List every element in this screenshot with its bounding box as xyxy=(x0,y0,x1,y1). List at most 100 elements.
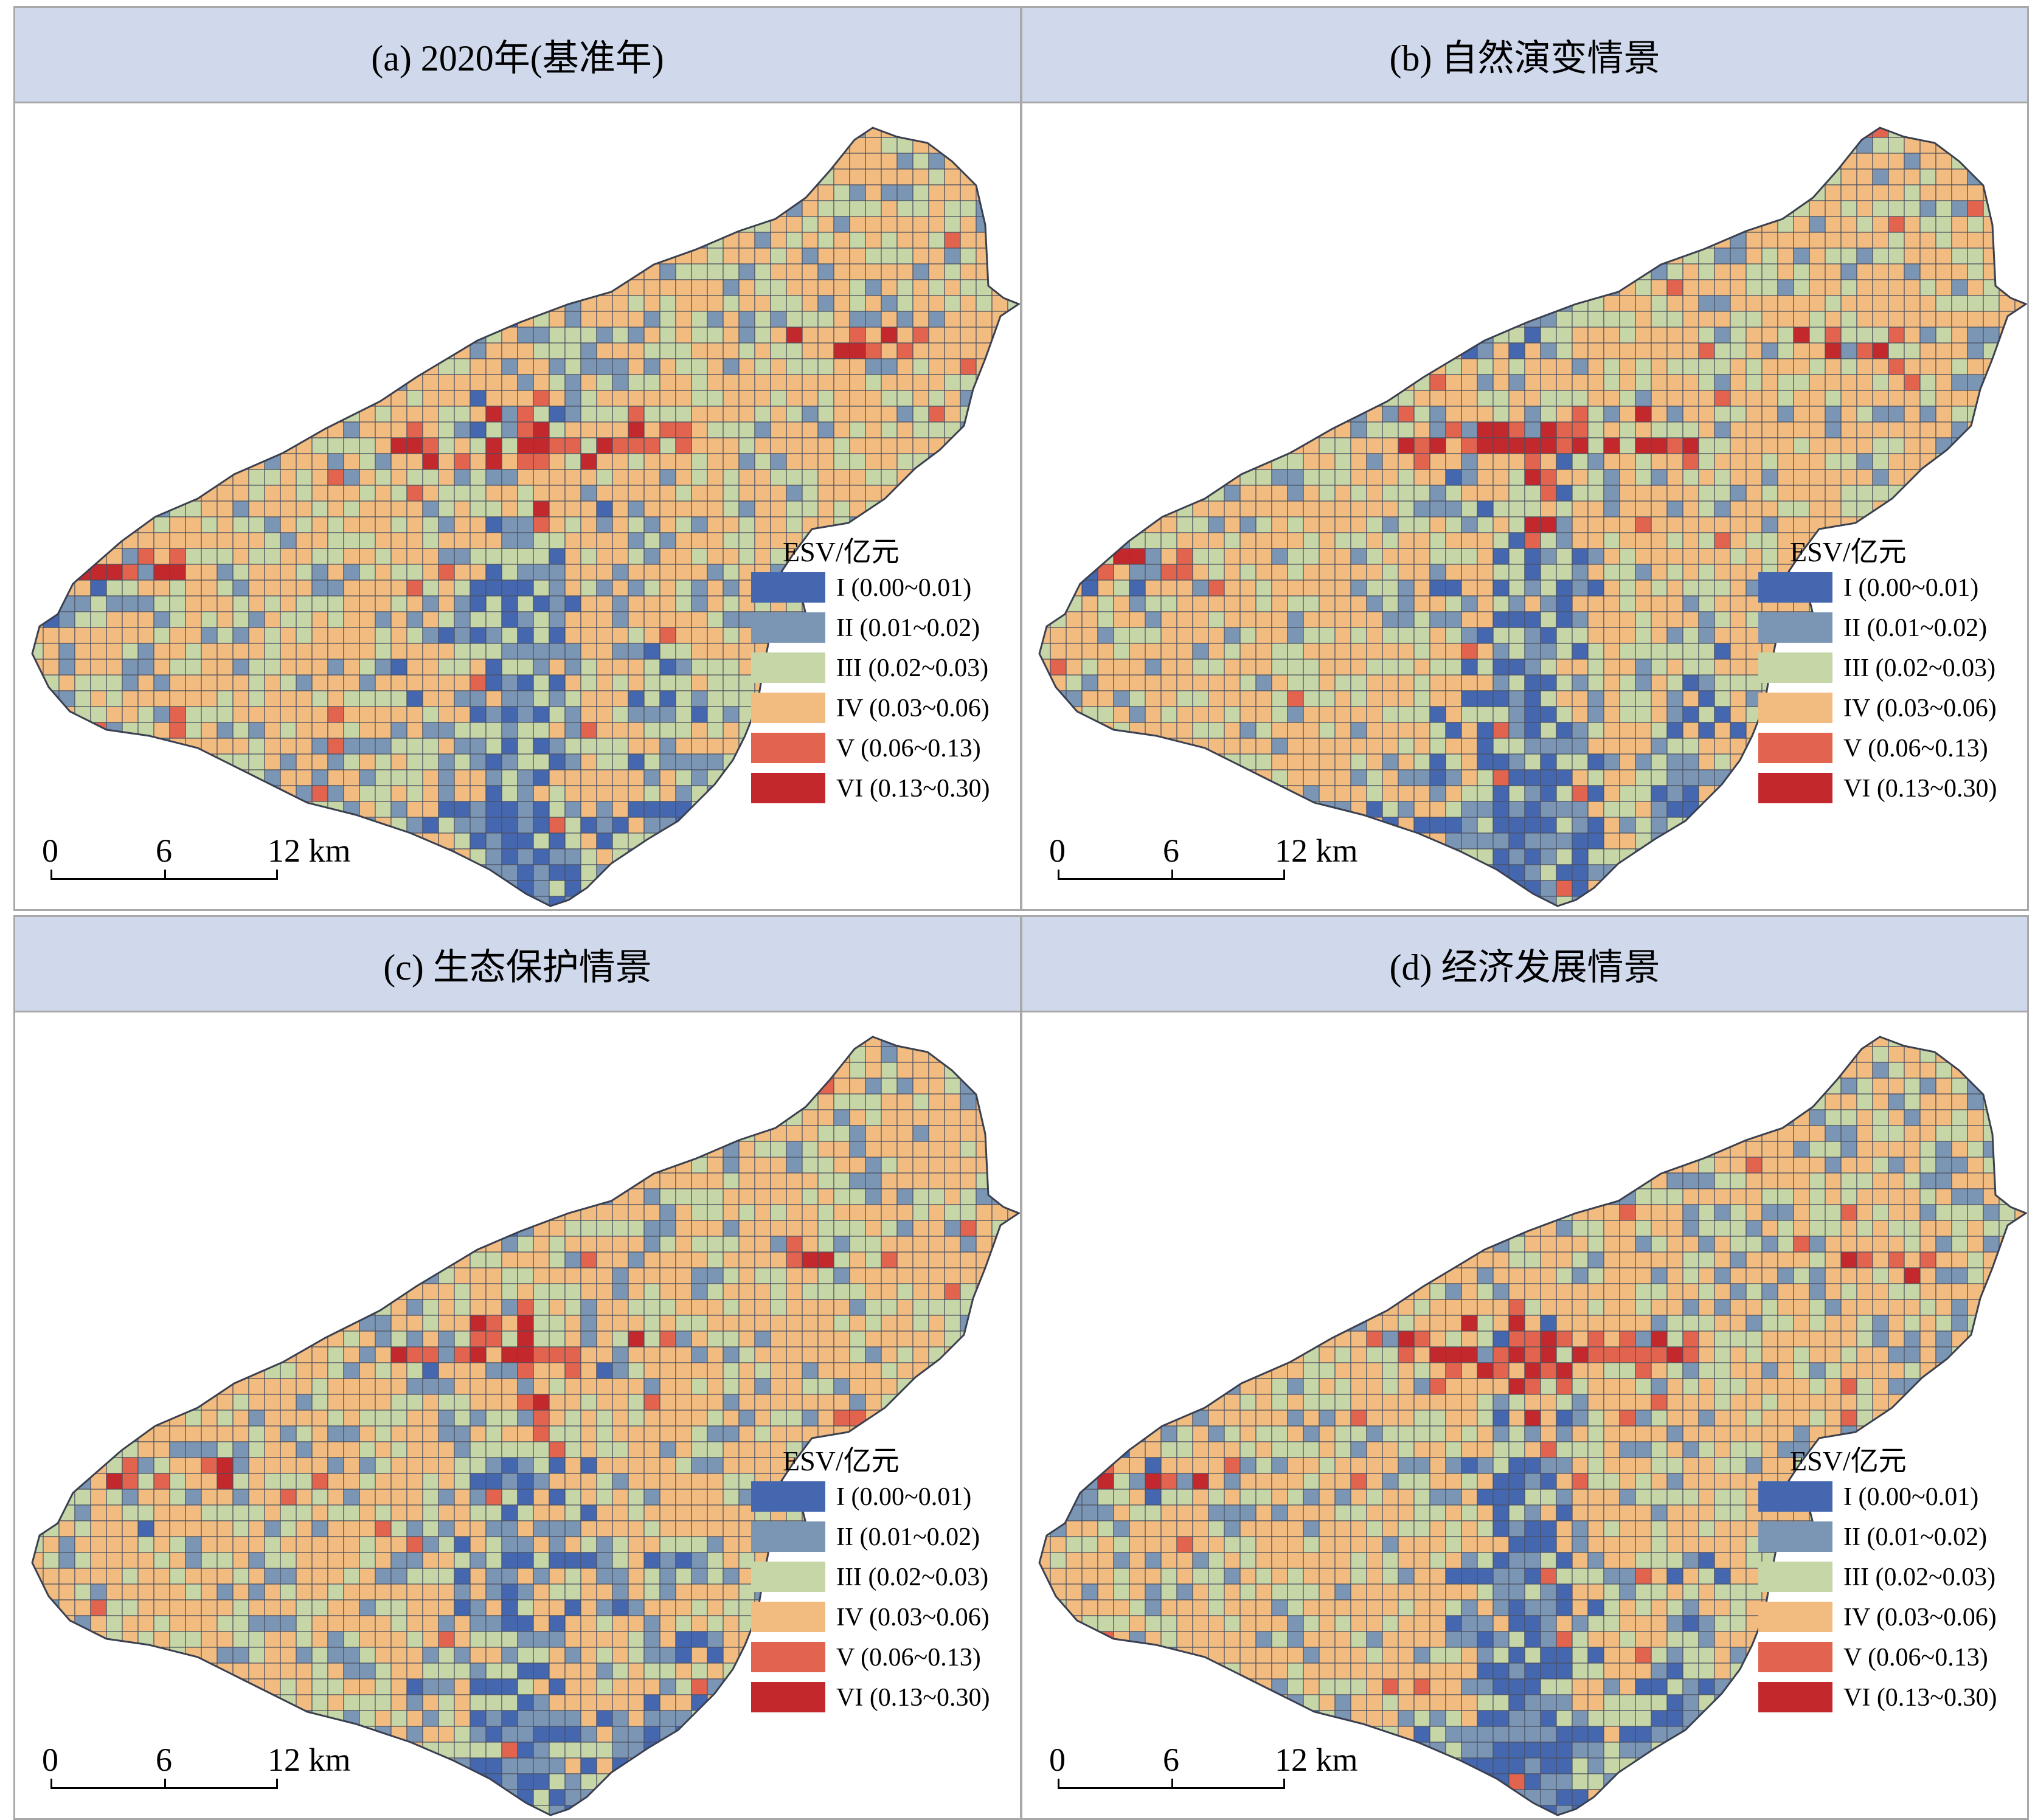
grid-cell-class-III xyxy=(691,358,708,375)
grid-cell-class-IV xyxy=(280,690,297,707)
grid-cell-class-III xyxy=(106,580,123,597)
grid-cell-class-III xyxy=(1508,500,1525,517)
grid-cell-class-IV xyxy=(849,500,866,517)
panel-title-text: (b) 自然演变情景 xyxy=(1389,38,1660,78)
grid-cell-class-IV xyxy=(1508,153,1525,170)
grid-cell-class-IV xyxy=(1951,311,1968,328)
grid-cell-class-II xyxy=(1398,184,1415,201)
scale-bar-tick xyxy=(276,870,278,880)
grid-cell-class-II xyxy=(1007,406,1019,423)
grid-cell-class-III xyxy=(1856,327,1873,344)
grid-cell-class-III xyxy=(1587,406,1604,423)
grid-cell-class-II xyxy=(865,311,882,328)
grid-cell-class-IV xyxy=(1413,168,1430,185)
grid-cell-class-IV xyxy=(470,406,487,423)
grid-cell-class-II xyxy=(881,184,898,201)
grid-cell-class-II xyxy=(438,311,455,328)
grid-cell-class-IV xyxy=(1888,295,1905,312)
grid-cell-class-II xyxy=(1761,516,1778,533)
grid-cell-class-III xyxy=(1508,485,1525,502)
grid-cell-class-IV xyxy=(596,785,613,802)
grid-cell-class-II xyxy=(32,880,44,897)
grid-cell-class-IV xyxy=(201,500,218,517)
grid-cell-class-III xyxy=(675,485,692,502)
grid-cell-class-IV xyxy=(1935,390,1952,407)
grid-cell-class-III xyxy=(1603,184,1620,201)
grid-cell-class-II xyxy=(1919,485,1936,502)
grid-cell-class-II xyxy=(1730,137,1747,154)
grid-cell-class-IV xyxy=(928,896,945,906)
grid-cell-class-V xyxy=(1398,406,1415,423)
grid-cell-class-III xyxy=(185,279,202,296)
grid-cell-class-IV xyxy=(1350,184,1367,201)
grid-cell-class-II xyxy=(612,153,629,170)
grid-cell-class-IV xyxy=(1825,200,1842,217)
grid-cell-class-III xyxy=(1445,516,1462,533)
grid-cell-class-IV xyxy=(564,532,581,549)
grid-cell-class-III xyxy=(1967,453,1984,470)
grid-cell-class-IV xyxy=(643,232,660,249)
grid-cell-class-III xyxy=(1967,437,1984,454)
grid-cell-class-IV xyxy=(454,500,471,517)
grid-cell-class-IV xyxy=(691,295,708,312)
grid-cell-class-IV xyxy=(90,532,107,549)
grid-cell-class-IV xyxy=(754,295,771,312)
grid-cell-class-II xyxy=(1698,128,1715,138)
grid-cell-class-II xyxy=(1856,453,1873,470)
grid-cell-class-IV xyxy=(1145,128,1162,138)
grid-cell-class-IV xyxy=(944,390,961,407)
grid-cell-class-III xyxy=(1192,358,1209,375)
grid-cell-class-IV xyxy=(1556,469,1573,486)
grid-cell-class-III xyxy=(169,469,186,486)
grid-cell-class-IV xyxy=(1287,532,1304,549)
grid-cell-class-IV xyxy=(201,769,218,786)
grid-cell-class-III xyxy=(1888,200,1905,217)
grid-cell-class-IV xyxy=(43,342,60,359)
grid-cell-class-IV xyxy=(248,128,265,138)
grid-cell-class-III xyxy=(1777,327,1794,344)
grid-cell-class-III xyxy=(912,421,929,438)
scale-bar-label: 12 km xyxy=(268,832,351,869)
grid-cell-class-II xyxy=(2014,311,2026,328)
grid-cell-class-IV xyxy=(912,168,929,185)
grid-cell-class-III xyxy=(517,595,534,612)
grid-cell-class-II xyxy=(217,564,234,581)
grid-cell-class-IV xyxy=(1951,184,1968,201)
grid-cell-class-IV xyxy=(1160,342,1177,359)
grid-cell-class-III xyxy=(1935,485,1952,502)
grid-cell-class-II xyxy=(517,327,534,344)
grid-cell-class-IV xyxy=(1113,200,1130,217)
grid-cell-class-III xyxy=(707,722,724,739)
grid-cell-class-IV xyxy=(311,753,328,770)
grid-cell-class-III xyxy=(122,643,139,660)
grid-cell-class-IV xyxy=(1303,279,1320,296)
grid-cell-class-III xyxy=(1477,168,1494,185)
grid-cell-class-II xyxy=(90,390,107,407)
grid-cell-class-V xyxy=(1524,532,1541,549)
grid-cell-class-III xyxy=(58,421,75,438)
grid-cell-class-II xyxy=(1066,390,1083,407)
grid-cell-class-IV xyxy=(1050,247,1067,265)
grid-cell-class-V xyxy=(865,896,882,906)
grid-cell-class-III xyxy=(1556,390,1573,407)
grid-cell-class-II xyxy=(754,880,771,897)
grid-cell-class-I xyxy=(517,627,534,644)
grid-cell-class-IV xyxy=(232,485,249,502)
grid-cell-class-II xyxy=(1271,327,1288,344)
grid-cell-class-IV xyxy=(580,232,597,249)
grid-cell-class-IV xyxy=(185,611,202,628)
grid-cell-class-V xyxy=(1097,390,1114,407)
grid-cell-class-III xyxy=(1366,516,1383,533)
grid-cell-class-III xyxy=(485,611,502,628)
grid-cell-class-III xyxy=(296,516,313,533)
grid-cell-class-I xyxy=(517,832,534,849)
grid-cell-class-IV xyxy=(1429,453,1446,470)
grid-cell-class-III xyxy=(1050,216,1067,233)
grid-cell-class-III xyxy=(1413,406,1430,423)
grid-cell-class-IV xyxy=(264,137,281,154)
grid-cell-class-IV xyxy=(1350,137,1367,154)
grid-cell-class-IV xyxy=(707,500,724,517)
grid-cell-class-II xyxy=(707,848,724,865)
grid-cell-class-IV xyxy=(1224,168,1241,185)
grid-cell-class-III xyxy=(438,358,455,375)
